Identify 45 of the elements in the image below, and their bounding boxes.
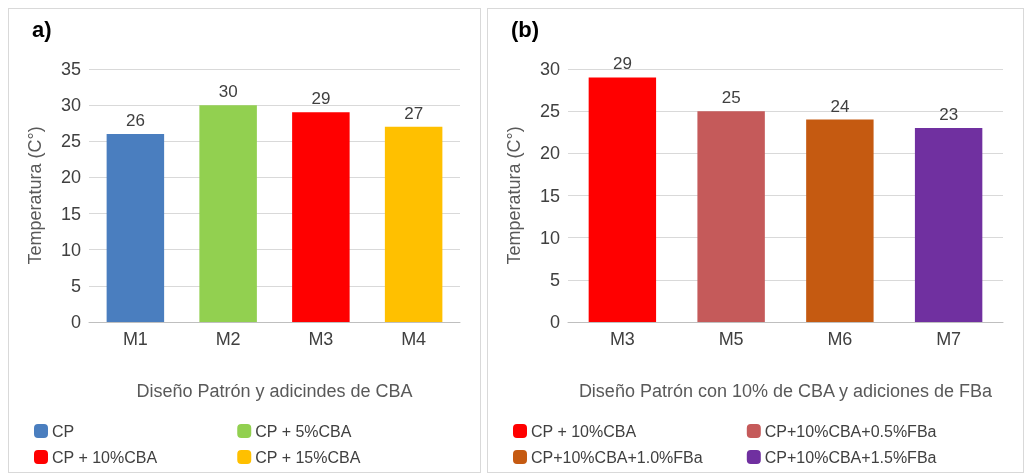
y-tick-label: 5 (549, 269, 560, 290)
x-tick-label: M6 (827, 329, 853, 349)
y-tick-label: 0 (549, 312, 560, 332)
y-tick-label: 25 (60, 131, 81, 152)
x-tick-label: M3 (609, 329, 635, 349)
x-tick-label: M4 (401, 329, 427, 349)
x-tick-label: M2 (215, 329, 241, 349)
data-label: 29 (612, 54, 632, 74)
y-tick-label: 10 (539, 227, 560, 248)
chart-title: (b) (511, 16, 540, 42)
data-label: 23 (939, 105, 959, 125)
y-tick-label: 15 (60, 203, 81, 224)
y-tick-label: 30 (60, 95, 81, 116)
y-tick-label: 10 (60, 239, 81, 260)
data-label: 29 (311, 89, 331, 109)
data-label: 26 (125, 111, 145, 131)
y-axis-title: Temperatura (C°) (25, 126, 45, 265)
x-axis-title: Diseño Patrón con 10% de CBA y adiciones de FBa (578, 381, 994, 401)
y-tick-label: 35 (60, 59, 81, 79)
legend-label: CP+10%CBA+0.5%FBa (764, 422, 937, 440)
y-tick-label: 30 (539, 59, 560, 79)
x-tick-label: M1 (122, 329, 148, 349)
legend-label: CP+10%CBA+1.0%FBa (531, 448, 703, 466)
x-axis-title: Diseño Patrón y adicindes de CBA (136, 381, 413, 401)
legend-label: CP+10%CBA+1.5%FBa (764, 448, 937, 466)
y-tick-label: 0 (70, 312, 81, 332)
x-tick-label: M3 (308, 329, 334, 349)
data-label: 25 (721, 88, 741, 108)
legend-label: CP + 5%CBA (255, 422, 352, 440)
y-tick-label: 20 (60, 167, 81, 188)
x-tick-label: M5 (718, 329, 744, 349)
data-label: 30 (218, 82, 238, 102)
legend-label: CP (52, 422, 75, 440)
y-tick-label: 25 (539, 101, 560, 122)
data-label: 24 (830, 96, 850, 116)
chart-title: a) (32, 16, 52, 42)
x-tick-label: M7 (936, 329, 962, 349)
legend-label: CP + 10%CBA (52, 448, 158, 466)
y-tick-label: 5 (70, 275, 81, 296)
y-axis-title: Temperatura (C°) (504, 126, 524, 265)
y-tick-label: 20 (539, 143, 560, 164)
y-tick-label: 15 (539, 185, 560, 206)
data-label: 27 (404, 103, 424, 123)
legend-label: CP + 10%CBA (531, 422, 637, 440)
legend-label: CP + 15%CBA (255, 448, 361, 466)
